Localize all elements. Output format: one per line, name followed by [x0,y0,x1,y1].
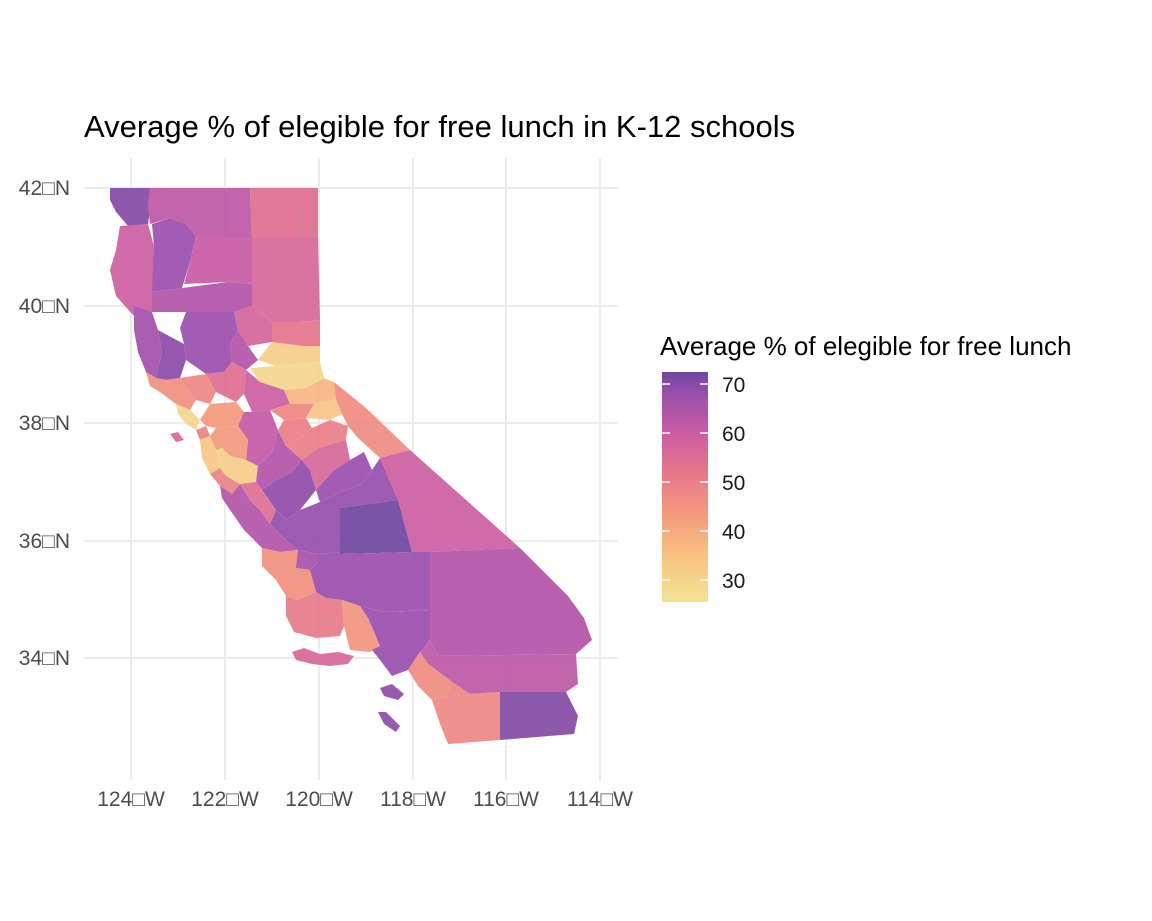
county-del-norte [110,188,152,226]
legend: Average % of elegible for free lunch 70 … [660,331,1071,602]
legend-colorbar [662,372,708,602]
y-tick-label: 38□N [19,412,70,435]
legend-label: 70 [722,374,745,397]
y-tick-label: 36□N [19,530,70,553]
x-tick-label: 122□W [191,788,259,811]
county-sierra [272,320,320,346]
y-tick-label: 34□N [19,647,70,670]
channel-islands-north [292,648,354,666]
y-tick-label: 42□N [19,177,70,200]
county-imperial [500,692,578,740]
x-tick-label: 120□W [285,788,353,811]
legend-label: 60 [722,423,745,446]
legend-title: Average % of elegible for free lunch [660,331,1071,361]
county-san-bernardino [430,548,592,656]
county-humboldt [110,224,154,316]
x-tick-label: 118□W [380,788,446,811]
x-tick-label: 116□W [473,788,539,811]
san-clemente-island [378,712,400,732]
y-tick-label: 40□N [19,295,70,318]
legend-label: 40 [722,521,745,544]
x-tick-label: 124□W [97,788,165,811]
x-tick-label: 114□W [567,788,633,811]
county-polygons [110,188,592,744]
y-axis-labels: 42□N 40□N 38□N 36□N 34□N [19,177,70,670]
x-axis-labels: 124□W 122□W 120□W 118□W 116□W 114□W [97,788,633,811]
county-glenn [180,312,238,344]
county-colusa [184,344,232,374]
legend-label: 50 [722,472,745,495]
catalina-island [380,684,404,700]
legend-label: 30 [722,570,745,593]
county-mendocino [134,306,162,378]
farallon-islands [170,432,184,442]
county-modoc [250,188,318,238]
county-lassen [252,238,320,322]
county-contra-costa [200,402,244,428]
